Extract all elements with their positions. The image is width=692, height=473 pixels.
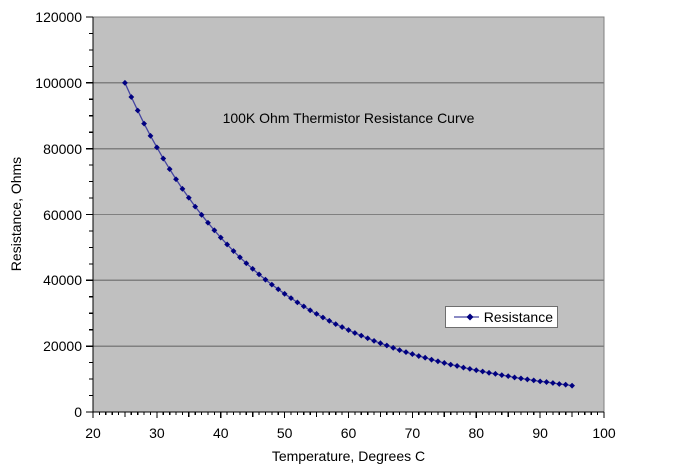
legend-label: Resistance — [483, 309, 553, 325]
x-tick-label: 70 — [404, 425, 421, 441]
x-tick-label: 100 — [592, 425, 616, 441]
legend-series-marker-icon — [454, 313, 479, 321]
y-tick-label: 40000 — [43, 272, 82, 289]
y-tick-label: 0 — [74, 404, 82, 420]
x-tick-label: 80 — [468, 425, 485, 441]
x-tick-label: 50 — [276, 425, 293, 441]
x-axis-title: Temperature, Degrees C — [271, 448, 426, 464]
y-tick-label: 20000 — [43, 338, 82, 355]
legend[interactable]: Resistance — [445, 306, 558, 328]
x-tick-label: 90 — [532, 425, 548, 441]
x-tick-label: 40 — [212, 425, 229, 441]
chart-title: 100K Ohm Thermistor Resistance Curve — [222, 110, 475, 126]
x-tick-label: 20 — [85, 425, 101, 441]
x-tick-label: 30 — [149, 425, 165, 441]
y-tick-label: 100000 — [35, 74, 82, 91]
y-tick-label: 80000 — [43, 140, 82, 157]
y-tick-label: 60000 — [43, 206, 82, 223]
x-tick-label: 60 — [340, 425, 357, 441]
y-tick-label: 120000 — [35, 9, 82, 25]
